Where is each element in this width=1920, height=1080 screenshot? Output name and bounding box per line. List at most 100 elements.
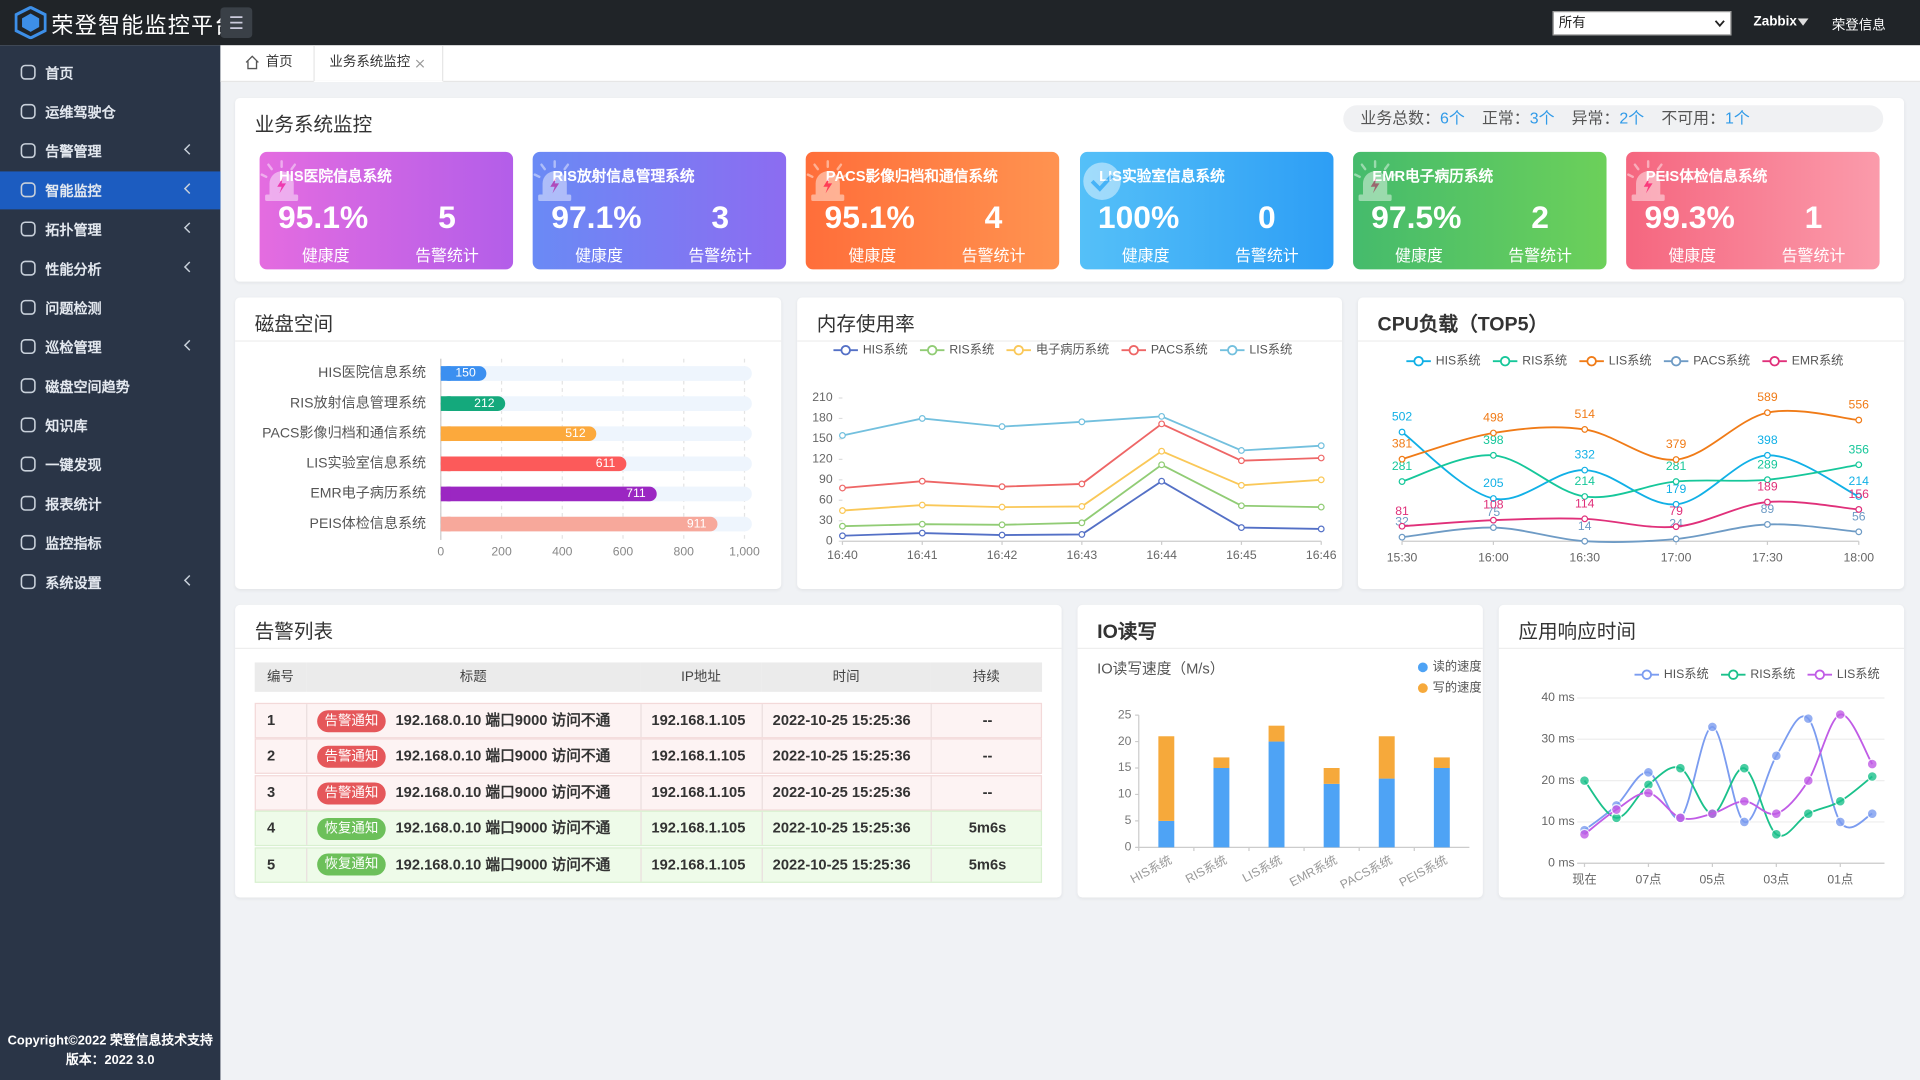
summary-label: 异常： (1571, 108, 1620, 128)
point (1317, 503, 1325, 511)
icon-shape (20, 534, 36, 550)
menu-item[interactable]: 性能分析 (0, 250, 220, 288)
menu-label: 巡检管理 (45, 341, 102, 357)
menu-item[interactable]: 系统设置 (0, 563, 220, 601)
value-label: 289 (1757, 457, 1778, 471)
tab-label: 业务系统监控 (329, 55, 411, 70)
cpu-panel: 15:30 16:00 16:30 17:00 17:30 18:00 502 205 332 1… (1357, 297, 1905, 589)
y-tick-label: 15 (1118, 760, 1132, 774)
menu-label: 首页 (45, 67, 74, 83)
legend-item[interactable]: RIS系统 (1721, 667, 1795, 681)
legend-item[interactable]: RIS系统 (1492, 353, 1567, 367)
icon-shape (20, 339, 36, 355)
table-row[interactable]: 4 恢复通知 192.168.0.10 端口9000 访问不通 192.168.1.1… (254, 810, 1043, 847)
point (1578, 828, 1591, 840)
arrow (183, 183, 191, 194)
bar-segment (1213, 757, 1230, 768)
legend-item[interactable]: EMR系统 (1762, 353, 1843, 367)
legend-item[interactable]: PACS系统 (1121, 342, 1208, 356)
menu-item[interactable]: 一键发现 (0, 446, 220, 484)
legend-item[interactable]: PACS系统 (1663, 353, 1750, 367)
table-row[interactable]: 1 告警通知 192.168.0.10 端口9000 访问不通 192.168.1.1… (254, 702, 1043, 739)
system-card[interactable]: EMR电子病历系统 97.5% 2 健康度 告警统计 (1352, 151, 1607, 270)
logo-text: 荣登智能监控平台 (51, 13, 238, 38)
y-tick-label: 0 (826, 533, 833, 547)
menu-item[interactable]: 巡检管理 (0, 328, 220, 366)
legend-item[interactable]: 读的速度 (1417, 659, 1482, 674)
tab[interactable]: 首页 (228, 45, 314, 81)
legend-item[interactable]: HIS系统 (833, 342, 908, 356)
menu-icon (20, 299, 36, 315)
menu-item[interactable]: 报表统计 (0, 485, 220, 523)
x-tick-label: 16:43 (1067, 548, 1098, 562)
menu-item[interactable]: 监控指标 (0, 524, 220, 562)
legend-item[interactable]: LIS系统 (1807, 667, 1880, 681)
legend-item[interactable]: HIS系统 (1634, 667, 1709, 681)
status-badge: 告警通知 (317, 781, 386, 805)
menu-item[interactable]: 问题检测 (0, 289, 220, 327)
menu-item[interactable]: 拓扑管理 (0, 211, 220, 249)
table-row[interactable]: 5 恢复通知 192.168.0.10 端口9000 访问不通 192.168.1.1… (254, 846, 1043, 883)
system-card[interactable]: LIS实验室信息系统 100% 0 健康度 告警统计 (1079, 151, 1333, 270)
user-name[interactable]: 荣登信息 (1831, 18, 1886, 34)
category-label: PACS影像归档和通信系统 (262, 424, 426, 440)
menu-item[interactable]: 知识库 (0, 407, 220, 445)
table-cell: 3 (256, 776, 308, 810)
point (839, 432, 846, 439)
menu-item[interactable]: 智能监控 (0, 171, 221, 210)
system-card[interactable]: PEIS体检信息系统 99.3% 1 健康度 告警统计 (1626, 151, 1880, 270)
point (1158, 420, 1166, 428)
legend-item[interactable]: HIS系统 (1406, 353, 1481, 367)
menu-item[interactable]: 磁盘空间趋势 (0, 367, 220, 405)
x-tick-label: 16:45 (1226, 548, 1257, 562)
icon-shape (20, 299, 36, 315)
point (1866, 808, 1878, 820)
system-card[interactable]: RIS放射信息管理系统 97.1% 3 健康度 告警统计 (532, 151, 787, 270)
close-icon[interactable] (415, 59, 425, 69)
value-label: 14 (1578, 519, 1592, 533)
menu-item[interactable]: 首页 (0, 54, 220, 92)
value-label: 89 (1761, 502, 1775, 516)
card-name: HIS医院信息系统 (279, 167, 392, 185)
card-icon (1627, 160, 1670, 203)
value-label: 356 (1849, 442, 1870, 456)
point (1855, 506, 1863, 513)
system-card[interactable]: HIS医院信息系统 95.1% 5 健康度 告警统计 (259, 151, 514, 270)
legend-item[interactable]: 写的速度 (1417, 679, 1482, 694)
system-card[interactable]: PACS影像归档和通信系统 95.1% 4 健康度 告警统计 (806, 151, 1060, 270)
menu-item[interactable]: 运维驾驶仓 (0, 93, 220, 131)
table-row[interactable]: 2 告警通知 192.168.0.10 端口9000 访问不通 192.168.1.1… (254, 738, 1043, 775)
source-menu[interactable]: Zabbix (1753, 14, 1797, 30)
value-label: 108 (1483, 498, 1504, 512)
value-label: 281 (1392, 459, 1413, 473)
x-tick-label: PEIS系统 (1397, 853, 1450, 890)
alarm-title: 192.168.0.10 端口9000 访问不通 (395, 711, 611, 729)
legend-item[interactable]: LIS系统 (1579, 353, 1652, 367)
menu-item[interactable]: 告警管理 (0, 132, 220, 170)
value-label: 502 (1392, 410, 1413, 424)
legend-item[interactable]: 电子病历系统 (1006, 341, 1109, 356)
x-tick-label: 16:41 (907, 548, 938, 562)
health-value: 95.1% (824, 198, 915, 236)
alarm-title: 192.168.0.10 端口9000 访问不通 (395, 855, 611, 873)
bar-segment (1323, 783, 1340, 848)
summary-label: 业务总数： (1360, 108, 1441, 128)
value-label: 589 (1757, 390, 1778, 404)
card-icon (260, 160, 303, 203)
tab-active[interactable]: 业务系统监控 (313, 45, 444, 83)
health-value: 95.1% (277, 198, 369, 236)
table-row[interactable]: 3 告警通知 192.168.0.10 端口9000 访问不通 192.168.1.1… (254, 774, 1043, 811)
system-select[interactable]: 所有 (1552, 11, 1732, 36)
card-icon (533, 160, 576, 203)
summary: 业务总数：6个 正常：3个 异常：2个 不可用：1个 (1343, 105, 1884, 133)
point (1834, 708, 1846, 720)
point (839, 532, 846, 540)
point (1398, 455, 1406, 463)
legend-item[interactable]: LIS系统 (1220, 342, 1292, 356)
point (1770, 750, 1782, 762)
status-badge: 告警通知 (317, 709, 386, 733)
menu-toggle[interactable] (220, 7, 253, 38)
menu-label: 磁盘空间趋势 (45, 380, 130, 396)
point (1764, 476, 1771, 484)
legend-item[interactable]: RIS系统 (919, 342, 994, 356)
